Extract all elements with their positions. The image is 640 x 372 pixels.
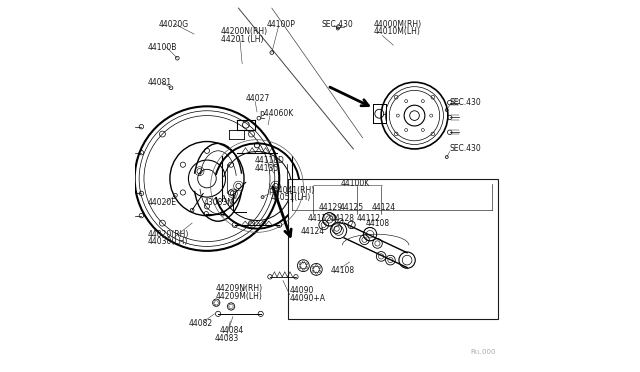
Text: 44209M(LH): 44209M(LH) xyxy=(216,292,262,301)
Text: 44100B: 44100B xyxy=(147,42,177,51)
Text: 44124: 44124 xyxy=(301,227,325,236)
Text: 44108: 44108 xyxy=(330,266,355,275)
Bar xyxy=(289,179,498,320)
Text: 44100P: 44100P xyxy=(266,20,295,29)
Text: 44020E: 44020E xyxy=(147,198,176,207)
Text: 44081: 44081 xyxy=(147,78,172,87)
Text: 44100K: 44100K xyxy=(340,179,370,188)
Text: 44129: 44129 xyxy=(319,203,342,212)
Text: 44084: 44084 xyxy=(219,326,243,335)
Text: 44010M(LH): 44010M(LH) xyxy=(374,27,420,36)
Text: 44020G: 44020G xyxy=(159,20,189,29)
Text: 44200N(RH): 44200N(RH) xyxy=(221,27,268,36)
Text: 44090: 44090 xyxy=(290,286,314,295)
Text: 44112: 44112 xyxy=(307,214,332,223)
Text: SEC.430: SEC.430 xyxy=(450,98,481,107)
Text: 44125: 44125 xyxy=(339,203,364,212)
Text: SEC.430: SEC.430 xyxy=(450,144,481,153)
Text: 44030(LH): 44030(LH) xyxy=(147,237,188,246)
Text: 44000M(RH): 44000M(RH) xyxy=(374,20,422,29)
Text: р44060K: р44060K xyxy=(259,109,293,118)
Text: 44051(LH): 44051(LH) xyxy=(270,193,310,202)
Text: 44082: 44082 xyxy=(188,320,212,328)
Text: 44020(RH): 44020(RH) xyxy=(147,230,189,239)
Text: 44124: 44124 xyxy=(371,203,396,212)
Text: 44090+A: 44090+A xyxy=(290,294,326,303)
Text: 44135: 44135 xyxy=(255,164,278,173)
Text: 44083: 44083 xyxy=(214,334,239,343)
Text: 44112: 44112 xyxy=(356,214,380,223)
Text: 44209N(RH): 44209N(RH) xyxy=(216,284,262,293)
Text: 44027: 44027 xyxy=(245,94,269,103)
Text: 44118D: 44118D xyxy=(255,156,284,165)
Text: SEC.430: SEC.430 xyxy=(322,20,354,29)
Text: 43083M: 43083M xyxy=(204,198,234,207)
Text: 44201 (LH): 44201 (LH) xyxy=(221,35,263,44)
Text: 44128: 44128 xyxy=(330,214,355,223)
Text: 44108: 44108 xyxy=(365,219,389,228)
Text: Rιι.000: Rιι.000 xyxy=(470,349,496,355)
Text: р44041(RH): р44041(RH) xyxy=(268,186,314,195)
